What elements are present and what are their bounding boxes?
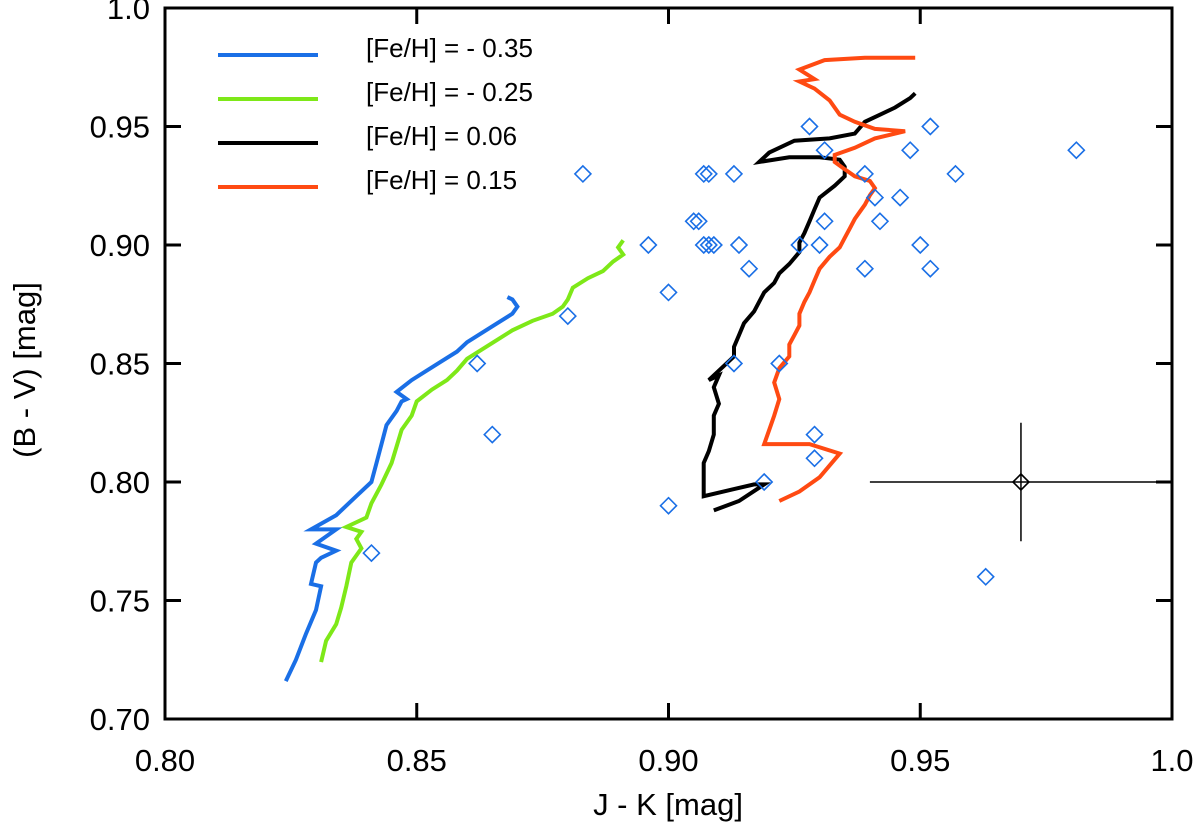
series-line [701,91,917,513]
data-point [921,117,940,136]
legend-label: [Fe/H] = 0.06 [366,121,517,151]
series-lines [283,55,917,682]
data-point [694,235,713,255]
data-point [699,235,718,255]
data-point [684,212,703,231]
x-tick-labels: 0.80 0.85 0.90 0.95 1.0 [135,743,1194,778]
data-point [790,235,809,255]
data-point [870,212,890,231]
y-tick-label: 1.0 [107,0,150,26]
data-point [699,164,718,184]
data-point [468,354,487,373]
legend-label: [Fe/H] = - 0.35 [366,33,533,63]
x-tick-label: 0.95 [890,743,950,778]
data-point [729,235,749,255]
data-point [659,496,678,515]
x-tick-label: 1.0 [1150,743,1193,778]
data-point [362,543,381,563]
error-bar-marker [1011,472,1031,492]
data-point [755,472,774,492]
x-tick-label: 0.80 [135,743,195,778]
data-point [810,235,829,255]
data-point [659,283,678,302]
y-tick-label: 0.75 [90,584,150,619]
data-point [694,164,713,184]
data-point [815,141,834,160]
series-line [761,55,916,503]
legend: [Fe/H] = - 0.35 [Fe/H] = - 0.25 [Fe/H] = 0… [218,33,533,195]
y-tick-label: 0.85 [90,347,150,382]
data-point [770,354,789,373]
data-point [911,235,930,255]
data-point [483,425,502,444]
data-point [855,259,874,278]
axis-ticks [163,6,1174,721]
y-tick-label: 0.70 [90,702,150,737]
series-line [319,239,627,663]
data-point [805,449,824,468]
legend-label: [Fe/H] = - 0.25 [366,77,533,107]
data-point [724,164,744,184]
data-point [739,259,759,278]
x-tick-label: 0.85 [387,743,447,778]
legend-label: [Fe/H] = 0.15 [366,165,517,195]
y-tick-label: 0.80 [90,465,150,500]
data-point [865,188,885,207]
data-point [976,567,995,586]
series-line [283,295,520,682]
scatter-points [362,117,1086,586]
x-tick-label: 0.90 [638,743,698,778]
data-point [724,354,744,373]
x-axis-label: J - K [mag] [593,787,743,822]
data-point [890,188,910,207]
data-point [946,164,965,184]
data-point [901,141,920,160]
data-point [689,212,708,231]
y-tick-label: 0.90 [90,228,150,263]
y-tick-label: 0.95 [90,110,150,145]
data-point [558,306,577,326]
data-point [1067,141,1086,160]
error-bar [869,422,1172,542]
data-point [704,235,723,255]
data-point [921,259,940,278]
data-point [573,164,593,184]
data-point [815,212,834,231]
y-tick-labels: 0.70 0.75 0.80 0.85 0.90 0.95 1.0 [90,0,150,737]
data-point [639,235,658,255]
y-axis-label: (B - V) [mag] [7,282,42,458]
data-point [855,164,874,184]
data-point [805,425,824,444]
data-point [800,117,819,136]
